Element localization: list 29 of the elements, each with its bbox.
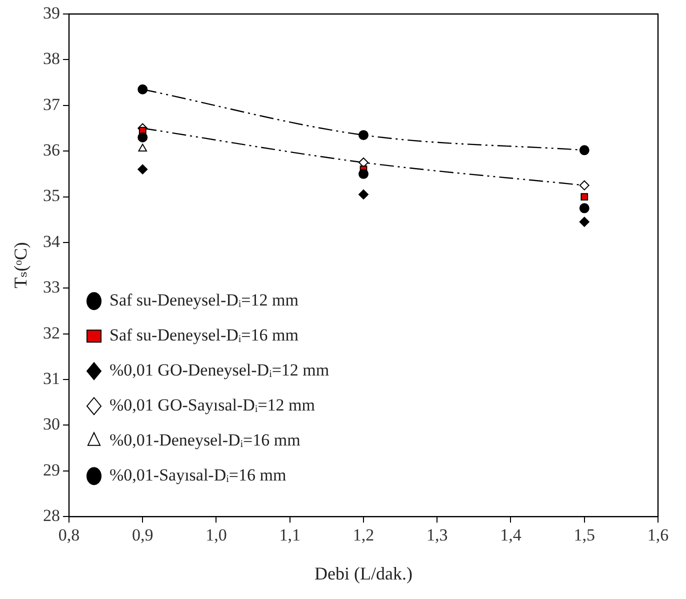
legend-label: %0,01 GO-Sayısal-Dᵢ=12 mm [110, 396, 315, 415]
y-tick-label: 30 [43, 414, 60, 434]
y-tick-label: 35 [43, 186, 60, 206]
y-tick-label: 33 [43, 278, 60, 297]
x-tick-label: 0,8 [58, 525, 80, 544]
x-tick-label: 1,4 [500, 525, 522, 544]
y-tick-label: 34 [43, 232, 60, 251]
y-tick-label: 28 [43, 506, 60, 526]
x-tick-label: 1,2 [352, 525, 374, 544]
y-axis-title: Tₛ(ᵒC) [10, 242, 31, 288]
x-tick-label: 1,0 [206, 525, 227, 544]
legend-label: %0,01 GO-Deneysel-Dᵢ=12 mm [110, 360, 330, 380]
y-tick-label: 36 [43, 140, 60, 160]
legend-label: %0,01-Sayısal-Dᵢ=16 mm [110, 466, 286, 485]
x-tick-label: 0,9 [132, 525, 154, 544]
y-tick-label: 37 [43, 94, 60, 114]
y-tick-label: 29 [43, 460, 60, 480]
legend-label: %0,01-Deneysel-Dᵢ=16 mm [110, 430, 300, 450]
legend-label: Saf su-Deneysel-Dᵢ=12 mm [110, 290, 298, 310]
x-tick-label: 1,3 [426, 525, 448, 544]
legend-label: Saf su-Deneysel-Dᵢ=16 mm [110, 326, 298, 345]
x-axis-title: Debi (L/dak.) [314, 563, 412, 584]
y-tick-label: 39 [43, 3, 60, 22]
y-tick-label: 31 [43, 368, 60, 388]
y-tick-label: 32 [43, 323, 60, 342]
x-tick-label: 1,6 [647, 525, 669, 544]
x-tick-label: 1,5 [574, 525, 595, 544]
y-tick-label: 38 [43, 49, 60, 68]
x-tick-label: 1,1 [279, 525, 300, 544]
